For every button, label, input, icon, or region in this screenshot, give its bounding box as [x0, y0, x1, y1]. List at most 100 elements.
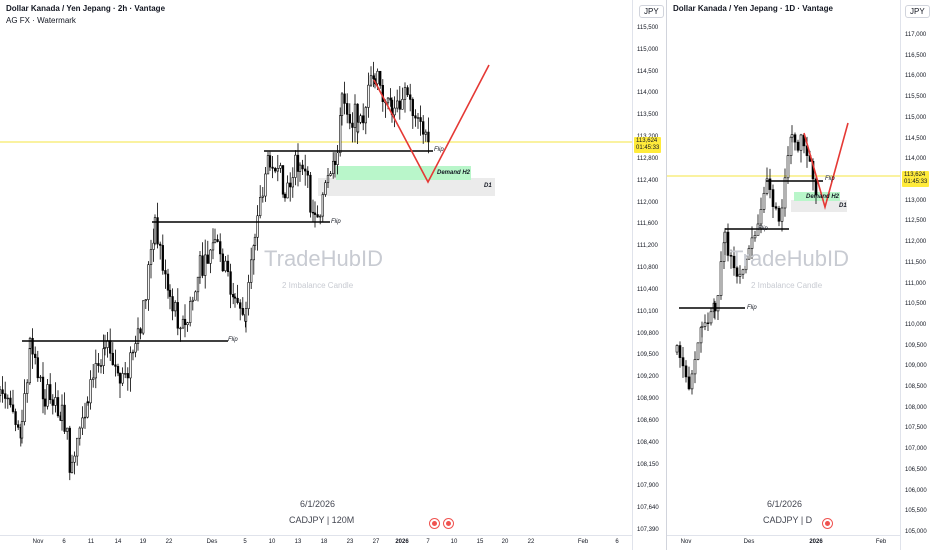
- pane-divider[interactable]: [666, 0, 667, 550]
- price-tick-label: 105,500: [905, 508, 927, 515]
- time-axis[interactable]: Nov Des 2026 Feb: [667, 535, 900, 550]
- candle-body: [1, 389, 4, 395]
- price-tick-label: 106,500: [905, 466, 927, 473]
- candle-body: [319, 215, 322, 218]
- price-tick-label: 108,000: [905, 404, 927, 411]
- candle-body: [164, 270, 167, 275]
- candle-body: [276, 168, 279, 172]
- currency-button[interactable]: JPY: [905, 5, 930, 18]
- main-chart-canvas[interactable]: [0, 0, 632, 535]
- candle-body: [221, 253, 224, 272]
- candle-body: [281, 165, 285, 195]
- candle-body: [416, 117, 420, 119]
- event-icon[interactable]: [443, 518, 454, 529]
- price-tick-label: 107,900: [637, 483, 659, 490]
- time-tick-label: 13: [294, 539, 302, 545]
- candle-body: [206, 254, 209, 264]
- event-icon[interactable]: [429, 518, 440, 529]
- candle-body: [103, 347, 107, 349]
- candle-body: [94, 363, 97, 379]
- candle-body: [229, 271, 232, 295]
- time-tick-label: 18: [320, 539, 328, 545]
- time-tick-label: Feb: [875, 539, 887, 545]
- candle-body: [367, 84, 370, 108]
- price-axis[interactable]: JPY 117,000 116,500 116,000 115,500 115,000 1…: [900, 0, 932, 550]
- projection-path: [373, 64, 490, 184]
- time-tick-label: 15: [476, 539, 484, 545]
- price-tick-label: 108,900: [637, 396, 659, 403]
- event-markers[interactable]: [822, 518, 833, 529]
- candle-body: [253, 236, 257, 246]
- candle-body: [161, 245, 164, 271]
- price-tick-label: 111,600: [637, 221, 658, 228]
- cursor-date: 6/1/2026: [300, 499, 336, 509]
- flip-label: Flip: [434, 147, 444, 153]
- price-tick-label: 112,500: [905, 218, 927, 225]
- price-tick-label: 116,000: [905, 73, 927, 80]
- candle-body: [70, 461, 74, 473]
- candle-body: [790, 134, 794, 138]
- candle-body: [783, 177, 787, 209]
- time-tick-label: Des: [206, 539, 218, 545]
- price-tick-label: 112,000: [637, 199, 659, 206]
- last-price-tag: 113,624 01:45:33: [634, 137, 662, 153]
- candle-body: [86, 401, 90, 404]
- candle-body: [63, 404, 66, 432]
- flip-label: Flip: [825, 176, 835, 182]
- candle-body: [171, 296, 174, 312]
- candle-body: [4, 393, 7, 399]
- candle-body: [121, 373, 124, 384]
- candle-body: [398, 100, 401, 110]
- candle-body: [196, 276, 200, 293]
- candle-body: [219, 241, 222, 255]
- event-markers[interactable]: [429, 518, 454, 529]
- candle-body: [364, 107, 367, 124]
- price-tick-label: 111,000: [905, 280, 926, 287]
- secondary-chart-canvas[interactable]: [667, 0, 900, 535]
- candle-body: [681, 357, 685, 367]
- time-tick-label: 2026: [395, 539, 409, 545]
- time-tick-label: 7: [426, 539, 430, 545]
- event-icon[interactable]: [822, 518, 833, 529]
- candle-body: [261, 195, 264, 198]
- price-tick-label: 116,500: [905, 52, 927, 59]
- candle-body: [396, 100, 399, 109]
- candle-body: [333, 160, 337, 165]
- price-tick-label: 110,100: [637, 308, 659, 315]
- candle-body: [14, 411, 17, 425]
- candle-body: [49, 384, 52, 401]
- candle-body: [264, 173, 267, 197]
- candle-body: [26, 382, 29, 394]
- candle-body: [36, 357, 39, 379]
- candle-body: [139, 328, 142, 334]
- watermark-text: TradeHubID: [730, 246, 850, 271]
- price-tick-label: 106,000: [905, 487, 927, 494]
- main-chart-pane[interactable]: Dollar Kanada / Yen Jepang · 2h · Vantag…: [0, 0, 632, 550]
- secondary-chart-pane[interactable]: Dollar Kanada / Yen Jepang · 1D · Vantag…: [667, 0, 900, 550]
- candle-body: [136, 328, 140, 344]
- time-axis[interactable]: Nov 6 11 14 19 22 Des 5 10 13 18 23 27 2026 7 10 15 20 22 F…: [0, 535, 632, 550]
- candle-body: [700, 325, 704, 328]
- candle-body: [316, 214, 319, 218]
- candle-body: [189, 301, 192, 323]
- price-tick-label: 112,800: [637, 155, 659, 162]
- time-tick-label: 14: [114, 539, 122, 545]
- price-axis[interactable]: JPY 115,500 115,000 114,500 114,000 113,500 1…: [632, 0, 668, 550]
- candle-body: [46, 384, 49, 407]
- currency-button[interactable]: JPY: [639, 5, 664, 18]
- countdown: 01:45:33: [636, 145, 660, 151]
- candle-body: [111, 352, 114, 366]
- time-tick-label: 5: [243, 539, 247, 545]
- candle-body: [419, 117, 422, 122]
- candle-body: [709, 311, 713, 324]
- candle-body: [54, 397, 57, 406]
- candle-body: [41, 376, 45, 400]
- price-tick-label: 109,500: [637, 352, 659, 359]
- candle-body: [60, 404, 64, 421]
- time-tick-label: Feb: [577, 539, 589, 545]
- candle-body: [719, 261, 723, 296]
- candle-body: [31, 337, 34, 355]
- countdown: 01:45:33: [904, 179, 928, 185]
- candle-body: [735, 267, 739, 277]
- candle-body: [301, 164, 304, 170]
